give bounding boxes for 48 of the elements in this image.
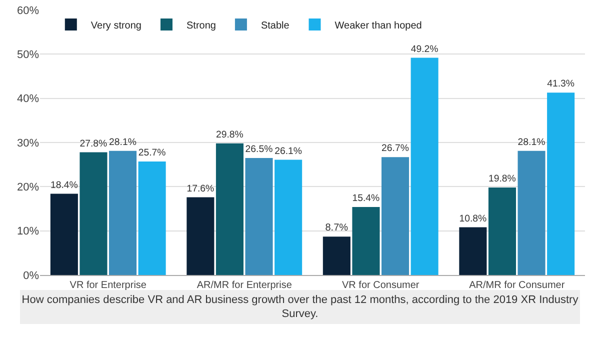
bar	[518, 150, 546, 275]
bar	[488, 188, 516, 275]
y-tick-label: 20%	[16, 182, 40, 194]
data-label: 19.8%	[488, 174, 516, 185]
bar	[186, 197, 214, 275]
data-label: 18.4%	[50, 180, 78, 191]
bar	[410, 58, 438, 275]
y-tick-label: 40%	[16, 93, 40, 106]
legend-label: Strong	[186, 20, 216, 32]
bar	[138, 161, 166, 275]
legend-label: Stable	[260, 20, 290, 32]
data-label: 26.5%	[245, 144, 274, 156]
data-label: 27.8%	[80, 138, 108, 150]
legend-label: Weaker than hoped	[334, 20, 422, 32]
data-label: 29.8%	[216, 129, 244, 140]
data-label: 17.6%	[186, 183, 214, 194]
bar	[352, 206, 380, 275]
data-label: 28.1%	[109, 136, 137, 148]
bar	[80, 152, 108, 275]
legend-label: Very strong	[90, 20, 142, 32]
data-label: 41.3%	[547, 78, 575, 90]
bar	[459, 227, 487, 275]
text: How companies describe VR and AR business growth over the past 12 months, according to the 2019 XR Industry Survey.	[20, 290, 580, 324]
data-label: 15.4%	[352, 193, 380, 204]
data-label: 26.7%	[382, 143, 410, 154]
bar	[322, 236, 350, 275]
bar	[216, 143, 244, 275]
x-tick-label: VR for Enterprise	[70, 280, 147, 291]
y-tick-label: 0%	[23, 270, 40, 282]
y-tick-label: 10%	[16, 226, 40, 238]
bar	[50, 194, 78, 275]
bar	[274, 160, 302, 275]
y-tick-label: 50%	[16, 49, 40, 62]
data-label: 26.1%	[274, 146, 302, 157]
data-label: 49.2%	[410, 44, 439, 55]
x-tick-label: AR/MR for Consumer	[469, 280, 566, 291]
bar	[245, 158, 273, 275]
y-tick-label: 30%	[16, 137, 40, 150]
bar	[109, 150, 137, 275]
x-tick-label: VR for Consumer	[342, 280, 420, 291]
data-label: 8.7%	[325, 222, 348, 234]
data-label: 28.1%	[518, 136, 546, 148]
x-tick-label: AR/MR for Enterprise	[196, 280, 292, 291]
bar	[382, 157, 410, 275]
bar	[547, 92, 575, 275]
data-label: 10.8%	[459, 213, 487, 224]
y-tick-label: 60%	[16, 4, 40, 17]
data-label: 25.7%	[138, 148, 166, 159]
